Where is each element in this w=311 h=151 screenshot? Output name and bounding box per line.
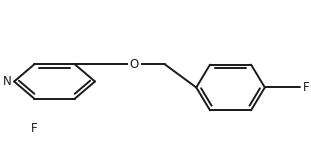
Text: N: N xyxy=(3,75,12,88)
Text: F: F xyxy=(303,81,309,94)
Text: F: F xyxy=(31,122,38,135)
Text: O: O xyxy=(129,58,139,71)
